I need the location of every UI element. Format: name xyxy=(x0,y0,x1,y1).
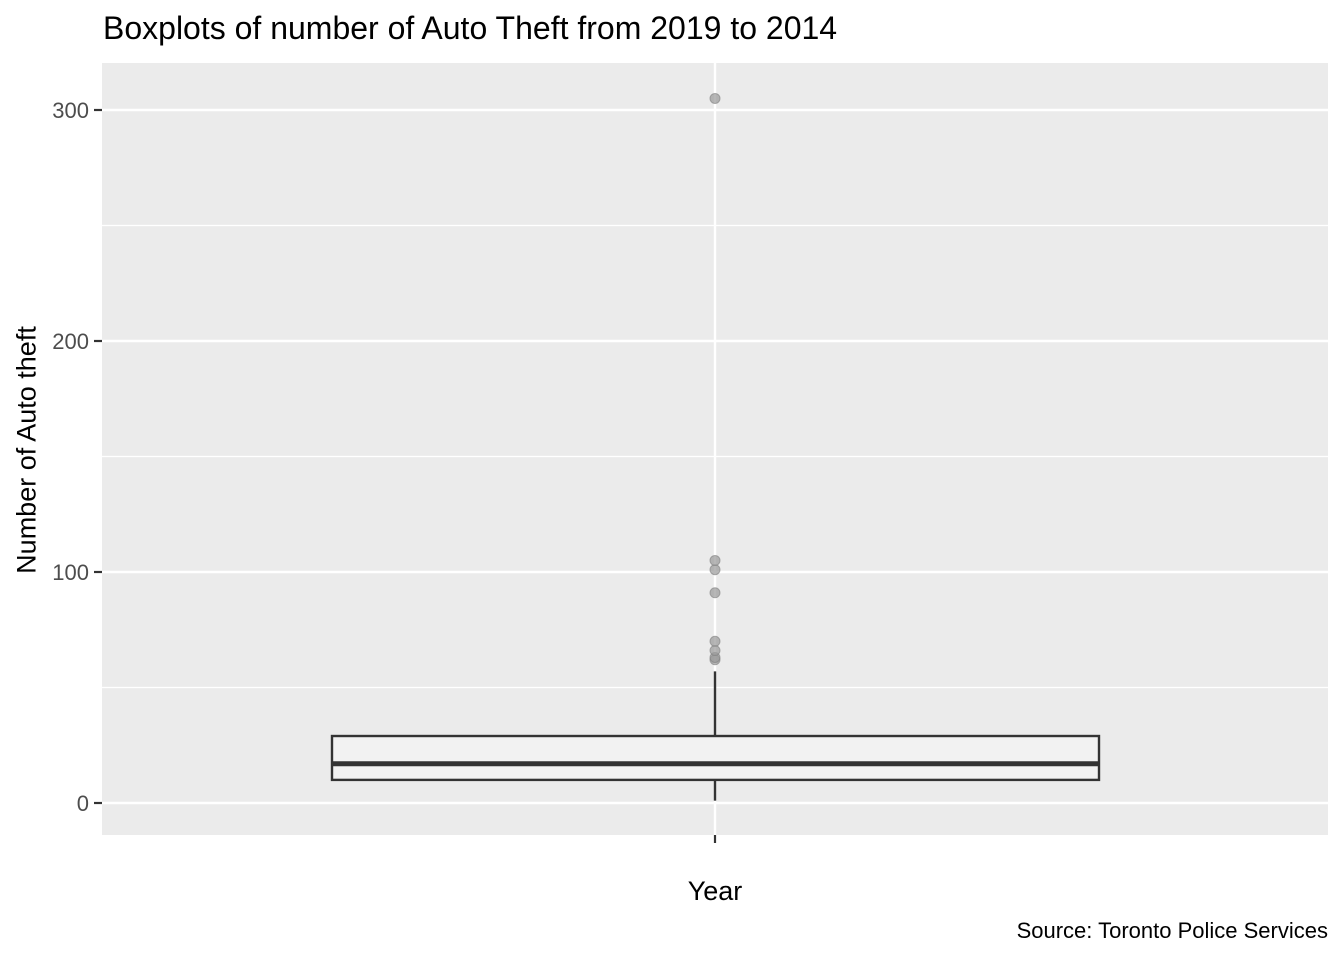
y-tick-label: 300 xyxy=(52,98,89,123)
chart-title: Boxplots of number of Auto Theft from 20… xyxy=(103,10,838,46)
outlier-point xyxy=(709,587,721,599)
x-axis-label: Year xyxy=(687,876,743,906)
outlier-point xyxy=(709,564,721,576)
y-axis-ticks: 0 100 200 300 xyxy=(52,98,102,816)
source-caption: Source: Toronto Police Services xyxy=(1016,918,1328,943)
y-tick-label: 0 xyxy=(77,791,89,816)
outlier-point xyxy=(709,554,721,566)
outlier-point xyxy=(709,645,721,657)
y-tick-label: 200 xyxy=(52,329,89,354)
outlier-points xyxy=(709,92,721,666)
outlier-point xyxy=(709,92,721,104)
y-tick-label: 100 xyxy=(52,560,89,585)
iqr-box xyxy=(330,734,1101,782)
boxplot xyxy=(330,671,1101,801)
outlier-point xyxy=(709,635,721,647)
